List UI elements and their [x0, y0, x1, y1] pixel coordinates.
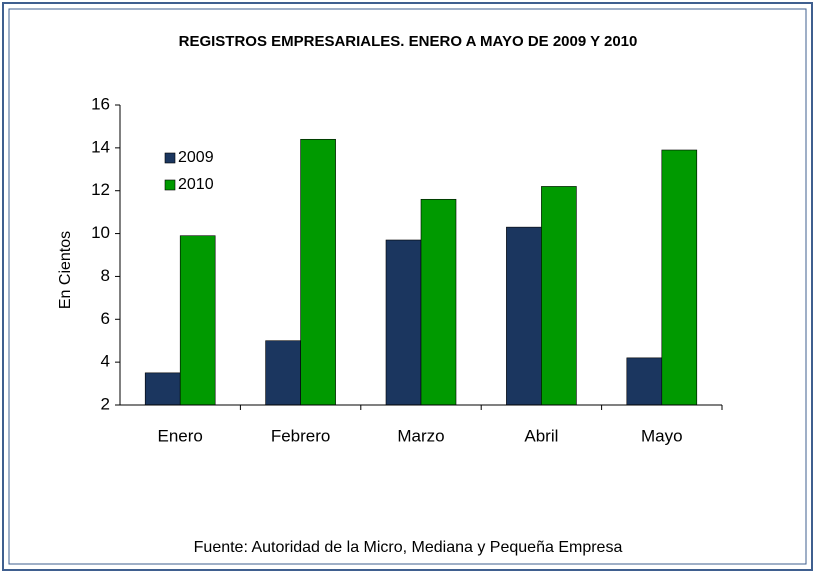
y-tick-label: 2: [101, 394, 110, 413]
bar: [385, 239, 422, 406]
bar: [144, 372, 181, 406]
y-tick-label: 4: [101, 352, 110, 371]
bar: [506, 226, 542, 406]
y-tick-label: 14: [91, 137, 110, 156]
x-tick-label: Mayo: [641, 426, 683, 445]
y-axis-label: En Cientos: [57, 231, 74, 309]
legend-swatch: [164, 179, 176, 191]
bar: [265, 340, 301, 406]
y-tick-label: 8: [101, 266, 110, 285]
legend-label: 2009: [178, 149, 214, 166]
y-tick-label: 6: [101, 309, 110, 328]
legend-swatch: [164, 152, 176, 164]
frame-inner: [8, 8, 807, 565]
bar: [541, 186, 577, 406]
bar: [661, 149, 698, 406]
bar: [179, 235, 216, 406]
bar: [626, 357, 663, 406]
x-tick-label: Marzo: [397, 426, 444, 445]
x-tick-label: Febrero: [271, 426, 331, 445]
x-tick-label: Abril: [524, 426, 558, 445]
y-tick-label: 16: [91, 94, 110, 113]
y-tick-label: 10: [91, 223, 110, 242]
source-note: Fuente: Autoridad de la Micro, Mediana y…: [194, 539, 623, 556]
legend-label: 2010: [178, 176, 214, 193]
bar: [420, 198, 457, 406]
chart-title: REGISTROS EMPRESARIALES. ENERO A MAYO DE…: [179, 33, 638, 50]
y-tick-label: 12: [91, 180, 110, 199]
bar: [300, 138, 336, 406]
x-tick-label: Enero: [158, 426, 203, 445]
